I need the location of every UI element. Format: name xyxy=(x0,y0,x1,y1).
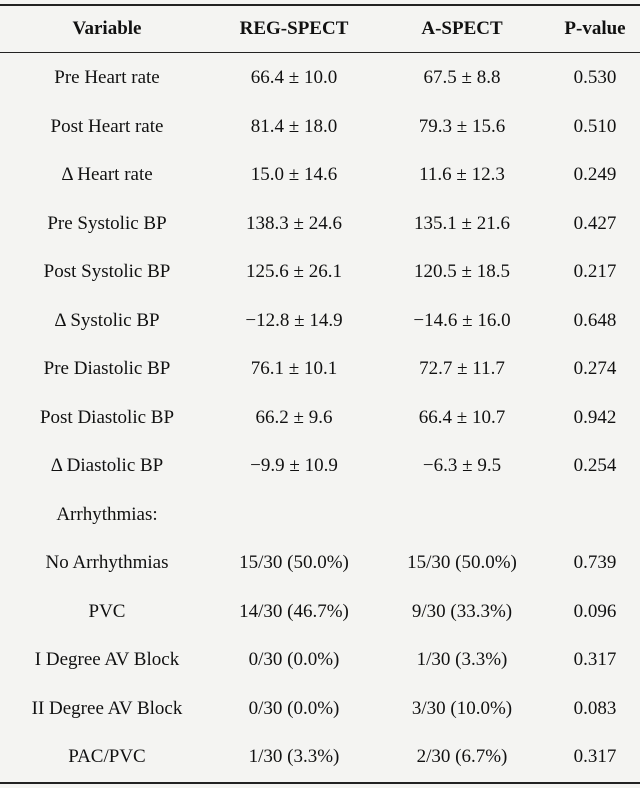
cell-a-spect: 3/30 (10.0%) xyxy=(411,697,513,719)
cell-a-spect: 79.3 ± 15.6 xyxy=(418,115,506,137)
cell-a-spect: 1/30 (3.3%) xyxy=(416,649,508,671)
cell-variable: II Degree AV Block xyxy=(31,697,183,719)
cell-variable: Post Systolic BP xyxy=(43,261,171,283)
cell-p-value: 0.217 xyxy=(573,261,617,283)
table-row: No Arrhythmias 15/30 (50.0%) 15/30 (50.0%)… xyxy=(0,539,640,588)
table-header-row: Variable REG-SPECT A-SPECT P-value xyxy=(0,6,640,52)
cell-p-value: 0.083 xyxy=(573,697,617,719)
cell-reg-spect: −12.8 ± 14.9 xyxy=(245,309,343,331)
header-reg-spect: REG-SPECT xyxy=(239,18,349,39)
cell-variable: Pre Diastolic BP xyxy=(43,358,171,380)
header-a-spect: A-SPECT xyxy=(421,18,503,39)
cell-reg-spect: 15.0 ± 14.6 xyxy=(250,164,338,186)
table-body: Pre Heart rate 66.4 ± 10.0 67.5 ± 8.8 0.530… xyxy=(0,54,640,782)
cell-variable: Arrhythmias: xyxy=(56,503,158,525)
table-row: Δ Diastolic BP −9.9 ± 10.9 −6.3 ± 9.5 0.254 xyxy=(0,442,640,491)
cell-p-value: 0.739 xyxy=(573,552,617,574)
cell-reg-spect: −9.9 ± 10.9 xyxy=(250,455,338,477)
cell-variable: Pre Heart rate xyxy=(54,67,160,89)
table-row: Δ Heart rate 15.0 ± 14.6 11.6 ± 12.3 0.249 xyxy=(0,151,640,200)
cell-reg-spect: 66.4 ± 10.0 xyxy=(250,67,338,89)
cell-variable: Post Heart rate xyxy=(50,115,164,137)
cell-reg-spect: 1/30 (3.3%) xyxy=(248,746,340,768)
table-row: Post Heart rate 81.4 ± 18.0 79.3 ± 15.6 0.5… xyxy=(0,103,640,152)
cell-reg-spect: 125.6 ± 26.1 xyxy=(246,261,342,283)
cell-a-spect: −14.6 ± 16.0 xyxy=(413,309,511,331)
table-row: Post Diastolic BP 66.2 ± 9.6 66.4 ± 10.7 0.… xyxy=(0,394,640,443)
cell-variable: Δ Heart rate xyxy=(61,164,153,186)
cell-variable: Post Diastolic BP xyxy=(39,406,175,428)
cell-p-value: 0.510 xyxy=(573,115,617,137)
table-row: Pre Heart rate 66.4 ± 10.0 67.5 ± 8.8 0.530 xyxy=(0,54,640,103)
table-row: Pre Diastolic BP 76.1 ± 10.1 72.7 ± 11.7 0.… xyxy=(0,345,640,394)
cell-a-spect: 72.7 ± 11.7 xyxy=(419,358,505,380)
cell-reg-spect: 138.3 ± 24.6 xyxy=(246,212,342,234)
header-variable: Variable xyxy=(72,18,142,39)
cell-a-spect: 15/30 (50.0%) xyxy=(407,552,517,574)
cell-reg-spect: 15/30 (50.0%) xyxy=(239,552,349,574)
table-row: II Degree AV Block 0/30 (0.0%) 3/30 (10.0%… xyxy=(0,685,640,734)
cell-variable: PAC/PVC xyxy=(68,746,146,768)
table-row: Arrhythmias: xyxy=(0,491,640,540)
cell-reg-spect: 76.1 ± 10.1 xyxy=(250,358,338,380)
cell-variable: Pre Systolic BP xyxy=(47,212,167,234)
cell-a-spect: 120.5 ± 18.5 xyxy=(414,261,510,283)
cell-variable: Δ Diastolic BP xyxy=(50,455,164,477)
cell-reg-spect: 66.2 ± 9.6 xyxy=(255,406,333,428)
cell-p-value: 0.249 xyxy=(573,164,617,186)
table-row: PVC 14/30 (46.7%) 9/30 (33.3%) 0.096 xyxy=(0,588,640,637)
cell-p-value: 0.317 xyxy=(573,746,617,768)
table-row: Pre Systolic BP 138.3 ± 24.6 135.1 ± 21.6 0… xyxy=(0,200,640,249)
cell-variable: PVC xyxy=(88,600,126,622)
table-row: PAC/PVC 1/30 (3.3%) 2/30 (6.7%) 0.317 xyxy=(0,733,640,782)
cell-a-spect: −6.3 ± 9.5 xyxy=(422,455,502,477)
table-row: I Degree AV Block 0/30 (0.0%) 1/30 (3.3%) 0… xyxy=(0,636,640,685)
cell-p-value: 0.942 xyxy=(573,406,617,428)
cell-p-value: 0.096 xyxy=(573,600,617,622)
cell-p-value: 0.427 xyxy=(573,212,617,234)
cell-a-spect: 9/30 (33.3%) xyxy=(411,600,513,622)
cell-reg-spect: 0/30 (0.0%) xyxy=(248,697,340,719)
table-bottom-rule xyxy=(0,782,640,784)
header-p-value: P-value xyxy=(564,18,626,39)
table-row: Δ Systolic BP −12.8 ± 14.9 −14.6 ± 16.0 0.6… xyxy=(0,297,640,346)
cell-p-value: 0.274 xyxy=(573,358,617,380)
cell-reg-spect: 0/30 (0.0%) xyxy=(248,649,340,671)
cell-a-spect: 135.1 ± 21.6 xyxy=(414,212,510,234)
cell-a-spect: 67.5 ± 8.8 xyxy=(423,67,501,89)
cell-p-value: 0.254 xyxy=(573,455,617,477)
cell-a-spect: 2/30 (6.7%) xyxy=(416,746,508,768)
cell-a-spect: 11.6 ± 12.3 xyxy=(419,164,505,186)
cell-a-spect: 66.4 ± 10.7 xyxy=(418,406,506,428)
cell-reg-spect: 14/30 (46.7%) xyxy=(239,600,349,622)
cell-variable: I Degree AV Block xyxy=(34,649,180,671)
table-top-rule xyxy=(0,4,640,6)
table-header-rule xyxy=(0,52,640,53)
table-row: Post Systolic BP 125.6 ± 26.1 120.5 ± 18.5… xyxy=(0,248,640,297)
cell-variable: Δ Systolic BP xyxy=(54,309,160,331)
cell-variable: No Arrhythmias xyxy=(45,552,169,574)
cell-reg-spect: 81.4 ± 18.0 xyxy=(250,115,338,137)
cell-p-value: 0.317 xyxy=(573,649,617,671)
cell-p-value: 0.648 xyxy=(573,309,617,331)
cell-p-value: 0.530 xyxy=(573,67,617,89)
